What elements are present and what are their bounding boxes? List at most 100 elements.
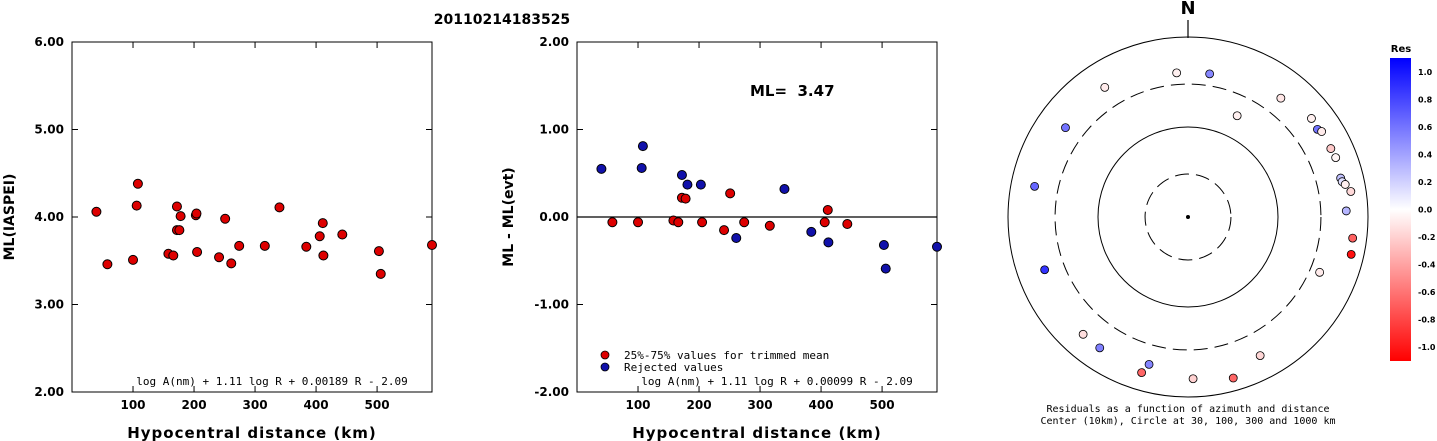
panel1-xlabel: Hypocentral distance (km) — [127, 424, 377, 441]
colorbar-tick-label: -0.2 — [1418, 233, 1436, 242]
colorbar-tick-label: 0.2 — [1418, 178, 1432, 187]
panel1-data-point — [175, 211, 186, 222]
panel2-x-tick-label: 400 — [809, 398, 834, 412]
panel2-x-tick-label: 500 — [870, 398, 895, 412]
panel1-x-tick-label: 400 — [304, 398, 329, 412]
colorbar-tick-label: 0.0 — [1418, 206, 1433, 215]
colorbar-tick-label: -1.0 — [1418, 343, 1436, 352]
panel2-data-point — [779, 184, 790, 194]
distance-rings — [1007, 36, 1369, 398]
station-residual-point — [1317, 127, 1327, 136]
station-residual-point — [1255, 351, 1265, 361]
colorbar-title: Res — [1391, 44, 1411, 55]
residual-vs-distance-panel: 100 200 300 400 500 -2.00 -1.00 0.00 1.00 2.00 M… — [501, 35, 942, 441]
panel1-data-point — [234, 240, 245, 251]
station-residual-point — [1061, 123, 1070, 133]
panel1-data-point — [131, 200, 142, 211]
station-residual-point — [1188, 374, 1198, 384]
colorbar-tick-label: -0.8 — [1418, 316, 1436, 325]
station-residual-point — [1205, 69, 1215, 79]
panel1-data-point — [220, 213, 231, 224]
station-residual-point — [1172, 68, 1182, 78]
panel1-data-point — [373, 246, 384, 257]
figure-title: 20110214183525 — [434, 12, 570, 28]
station-residual-point — [1078, 329, 1088, 339]
station-residual-point — [1276, 93, 1286, 103]
panel2-data-point — [819, 217, 830, 228]
panel2-y-tick-label: 0.00 — [539, 210, 569, 224]
station-residual-point — [1307, 114, 1316, 123]
panel1-data-point — [274, 202, 285, 213]
panel1-data-point — [128, 254, 139, 265]
panel2-data-point — [932, 241, 942, 252]
panel2-x-tick-label: 200 — [687, 398, 712, 412]
panel2-data-point — [731, 233, 742, 243]
colorbar-tick-label: 0.6 — [1418, 123, 1433, 132]
station-residual-point — [1315, 267, 1325, 277]
panel1-data-point — [192, 247, 203, 257]
panel1-x-tick-label: 100 — [120, 398, 145, 412]
panel2-data-point — [637, 141, 648, 152]
legend-marker-trimmed — [600, 350, 610, 360]
colorbar-tick-label: 0.8 — [1418, 95, 1433, 104]
panel2-data-point — [878, 240, 889, 250]
panel2-ylabel: ML - ML(evt) — [501, 167, 517, 266]
panel1-data-point — [171, 201, 182, 212]
panel1-data-point — [337, 229, 348, 240]
colorbar-tick-label: 0.4 — [1418, 150, 1433, 159]
panel1-data-point — [301, 241, 312, 252]
colorbar-tick-label: 1.0 — [1418, 68, 1433, 77]
panel1-data-point — [91, 206, 102, 217]
panel1-x-tick-label: 300 — [243, 398, 268, 412]
station-residual-point — [1326, 144, 1336, 153]
panel2-x-tick-label: 100 — [625, 398, 650, 412]
panel2-data-point — [633, 217, 644, 228]
panel1-x-tick-label: 500 — [365, 398, 390, 412]
ml-annotation: ML= 3.47 — [750, 82, 835, 100]
station-residual-point — [1030, 181, 1040, 191]
colorbar-gradient — [1390, 58, 1411, 361]
panel1-data-point — [174, 225, 185, 236]
ring-30km — [1144, 173, 1232, 261]
station-residual-point — [1348, 233, 1358, 243]
panel2-y-tick-label: 1.00 — [539, 123, 569, 137]
panel1-y-tick-label: 2.00 — [34, 385, 64, 399]
colorbar-ticks: 1.0 0.8 0.6 0.4 0.2 0.0 -0.2 -0.4 -0.6 -0.8 -1.0 — [1418, 68, 1436, 352]
panel1-x-tick-label: 200 — [182, 398, 207, 412]
map-caption-line1: Residuals as a function of azimuth and d… — [1047, 404, 1330, 415]
station-residual-point — [1100, 82, 1110, 92]
north-label: N — [1180, 0, 1195, 19]
panel2-data-point — [880, 263, 891, 274]
panel1-data-point — [132, 178, 143, 189]
panel2-data-point — [607, 217, 618, 228]
station-residual-point — [1228, 373, 1238, 383]
legend-label-rejected: Rejected values — [624, 361, 723, 374]
station-residual-point — [1340, 180, 1350, 189]
panel2-data-point — [695, 179, 706, 190]
panel1-x-ticks: 100 200 300 400 500 — [120, 42, 390, 412]
panel1-data-point — [259, 240, 270, 251]
panel2-xlabel: Hypocentral distance (km) — [632, 424, 882, 441]
panel1-y-tick-label: 6.00 — [34, 35, 64, 49]
panel2-x-tick-label: 300 — [748, 398, 773, 412]
panel2-data-point — [739, 217, 750, 228]
station-residual-point — [1341, 206, 1351, 216]
station-residual-point — [1144, 359, 1154, 369]
panel2-y-ticks: -2.00 -1.00 0.00 1.00 2.00 — [534, 35, 937, 399]
panel1-points — [91, 178, 437, 279]
panel1-data-point — [317, 218, 328, 229]
station-residual-point — [1232, 111, 1242, 121]
panel2-formula: log A(nm) + 1.11 log R + 0.00099 R - 2.0… — [641, 375, 913, 388]
panel1-data-point — [314, 231, 325, 242]
panel1-data-point — [168, 250, 179, 261]
panel1-data-point — [102, 259, 113, 270]
azimuth-residual-panel: N Residuals as a function of azimuth and… — [1007, 0, 1436, 427]
ring-1000km — [1007, 36, 1369, 398]
panel2-data-point — [806, 226, 817, 237]
map-caption-line2: Center (10km), Circle at 30, 100, 300 an… — [1040, 416, 1335, 427]
panel2-data-point — [842, 219, 853, 229]
station-residual-point — [1040, 265, 1050, 275]
panel2-data-point — [764, 220, 775, 231]
panel1-data-point — [318, 250, 329, 261]
